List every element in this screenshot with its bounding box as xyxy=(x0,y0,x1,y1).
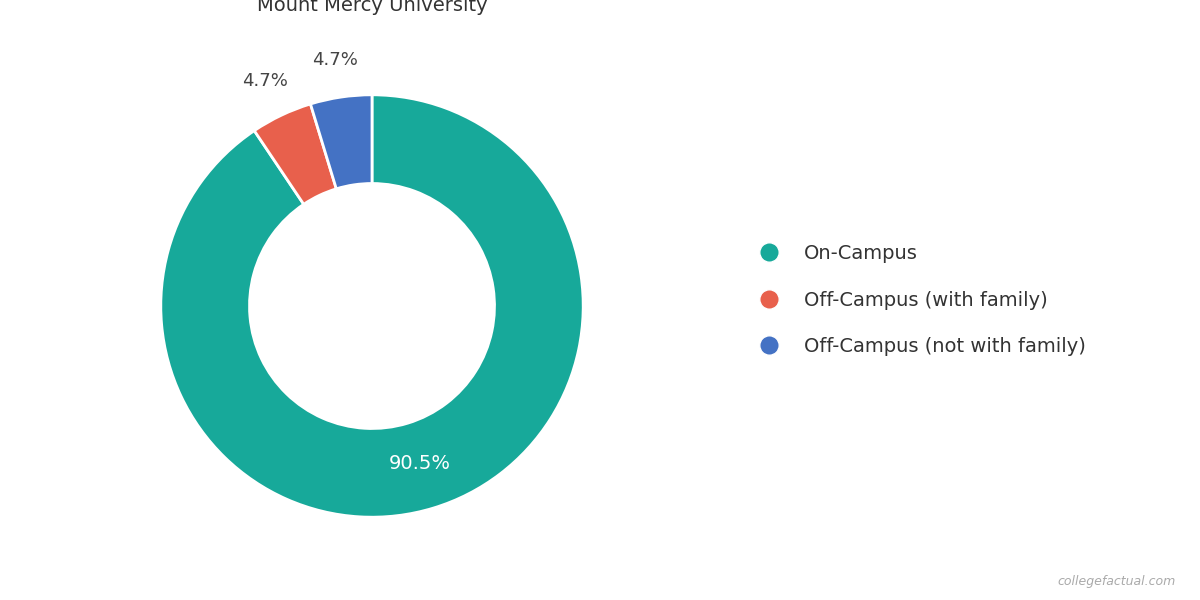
Wedge shape xyxy=(161,95,583,517)
Title: Freshmen Living Arrangements at
Mount Mercy University: Freshmen Living Arrangements at Mount Me… xyxy=(208,0,538,16)
Wedge shape xyxy=(254,104,336,204)
Text: 90.5%: 90.5% xyxy=(389,454,451,473)
Wedge shape xyxy=(311,95,372,189)
Text: collegefactual.com: collegefactual.com xyxy=(1057,575,1176,588)
Legend: On-Campus, Off-Campus (with family), Off-Campus (not with family): On-Campus, Off-Campus (with family), Off… xyxy=(730,225,1105,375)
Text: 4.7%: 4.7% xyxy=(312,50,359,68)
Text: 4.7%: 4.7% xyxy=(242,72,288,90)
